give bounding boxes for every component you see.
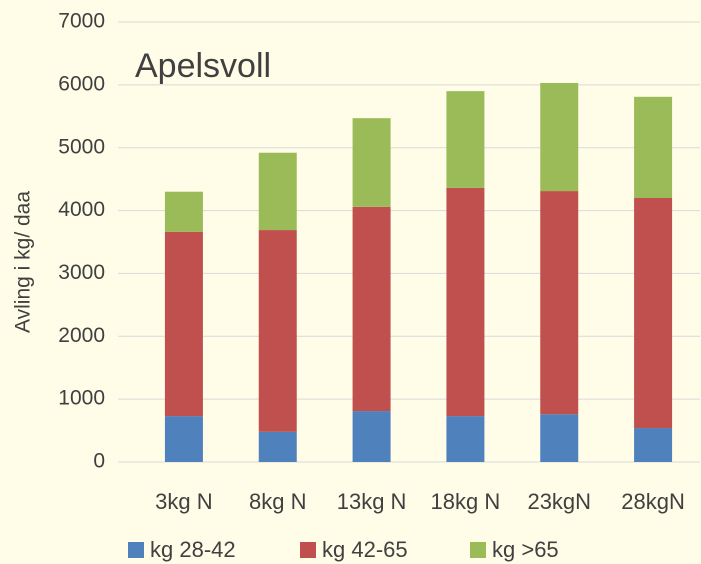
y-tick-label: 2000 bbox=[58, 324, 105, 347]
bar-segment bbox=[164, 416, 203, 462]
x-tick-label: 18kg N bbox=[431, 489, 501, 514]
bar-segment bbox=[446, 187, 485, 417]
bar-segment bbox=[352, 206, 391, 412]
bar-segment bbox=[634, 428, 673, 462]
bar-segment bbox=[258, 230, 297, 432]
bar-segment bbox=[352, 118, 391, 207]
x-tick-label: 3kg N bbox=[155, 489, 212, 514]
chart-title: Apelsvoll bbox=[135, 47, 271, 85]
y-tick-label: 3000 bbox=[58, 261, 105, 284]
legend-label: kg 28-42 bbox=[150, 537, 236, 562]
legend-swatch bbox=[128, 542, 144, 558]
legend-label: kg >65 bbox=[492, 537, 559, 562]
bar-segment bbox=[446, 91, 485, 188]
legend-label: kg 42-65 bbox=[322, 537, 408, 562]
bar-segment bbox=[164, 191, 203, 232]
bar-segment bbox=[540, 191, 579, 415]
y-tick-label: 7000 bbox=[58, 10, 105, 33]
x-tick-label: 28kgN bbox=[621, 489, 685, 514]
y-axis-label: Avling i kg/ daa bbox=[12, 191, 35, 333]
y-tick-label: 4000 bbox=[58, 198, 105, 221]
y-tick-label: 1000 bbox=[58, 387, 105, 410]
bar-segment bbox=[258, 431, 297, 462]
bar-segment bbox=[540, 82, 579, 192]
y-tick-label: 0 bbox=[93, 450, 105, 473]
y-tick-label: 5000 bbox=[58, 135, 105, 158]
bar-segment bbox=[634, 96, 673, 198]
x-tick-label: 23kgN bbox=[527, 489, 591, 514]
bar-segment bbox=[164, 231, 203, 417]
legend-swatch bbox=[470, 542, 486, 558]
x-tick-label: 8kg N bbox=[249, 489, 306, 514]
x-tick-label: 13kg N bbox=[337, 489, 407, 514]
bar-segment bbox=[352, 411, 391, 462]
bar-segment bbox=[540, 414, 579, 462]
legend-swatch bbox=[300, 542, 316, 558]
bar-segment bbox=[258, 152, 297, 231]
bar-segment bbox=[634, 198, 673, 429]
y-tick-label: 6000 bbox=[58, 72, 105, 95]
bar-segment bbox=[446, 416, 485, 462]
